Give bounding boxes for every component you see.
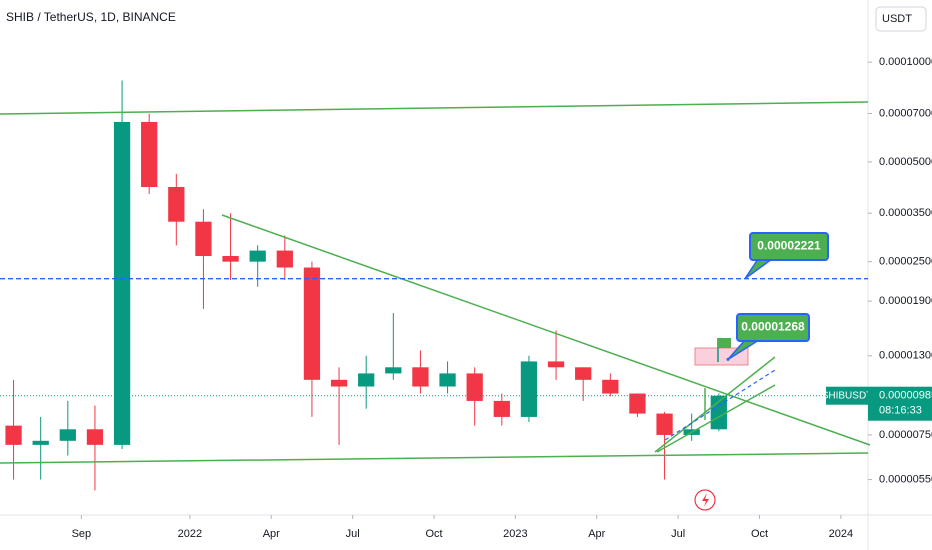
x-tick-label: 2022 [178,528,202,540]
x-tick-label: Apr [588,528,605,540]
price-tag-label: 0.00000985 [879,390,932,402]
candle-body [141,121,158,187]
x-tick-label: Jul [346,528,360,540]
candle-body [168,186,185,222]
symbol-tag [826,386,868,405]
trendlines [0,101,871,464]
trendline [0,452,869,464]
candle-body [629,393,646,414]
callout-label: 0.00002221 [757,239,821,253]
x-tick-label: Oct [425,528,442,540]
y-tick-label: 0.00002500 [879,256,932,268]
candle-body [195,221,212,257]
candle-body [303,267,321,380]
candle-body [412,367,429,387]
candle-body [249,250,266,262]
candle-body [113,121,131,445]
countdown-label: 08:16:33 [879,405,922,417]
candle-body [520,361,538,417]
x-tick-label: Apr [263,528,280,540]
candle-body [32,440,49,445]
x-tick-label: Oct [751,528,768,540]
trendline [0,101,869,115]
trendline [221,214,871,446]
candle-body [59,429,76,441]
candle-body [656,413,673,435]
y-tick-label: 0.00007000 [879,107,932,119]
candle-body [602,379,619,394]
chart-title: SHIB / TetherUS, 1D, BINANCE [6,10,176,24]
plot [5,80,727,491]
candle-body [86,429,104,445]
candle-body [439,373,456,387]
candle-body [385,367,402,374]
channel-midline [664,369,776,441]
candle-body [466,373,483,401]
trendline [656,384,776,453]
currency-label: USDT [882,13,912,25]
candle-body [358,373,375,387]
currency-button[interactable] [875,6,927,32]
candle-body [276,250,293,268]
candle-body [575,367,592,380]
callout [749,232,829,261]
x-tick-label: 2024 [829,528,853,540]
price-tag [868,386,932,421]
trendline [654,356,776,453]
flag [718,338,731,348]
y-tick-label: 0.00000550 [879,473,932,485]
candle-body [5,425,22,445]
y-tick-label: 0.00010000 [879,56,932,68]
x-tick-label: Sep [72,528,92,540]
candle-body [547,361,565,368]
y-tick-label: 0.00005000 [879,156,932,168]
candle-body [493,400,510,417]
candle-body [330,379,348,387]
y-tick-label: 0.00000750 [879,429,932,441]
y-tick-label: 0.00003500 [879,207,932,219]
event-icon-bolt [702,493,709,507]
symbol-tag-label: SHIBUSDT [822,390,873,401]
callout [736,313,810,342]
x-tick-label: Jul [671,528,685,540]
x-tick-label: 2023 [503,528,527,540]
y-tick-label: 0.00001900 [879,295,932,307]
candle-body [222,256,239,262]
callout-label: 0.00001268 [741,320,805,334]
y-tick-label: 0.00001300 [879,350,932,362]
